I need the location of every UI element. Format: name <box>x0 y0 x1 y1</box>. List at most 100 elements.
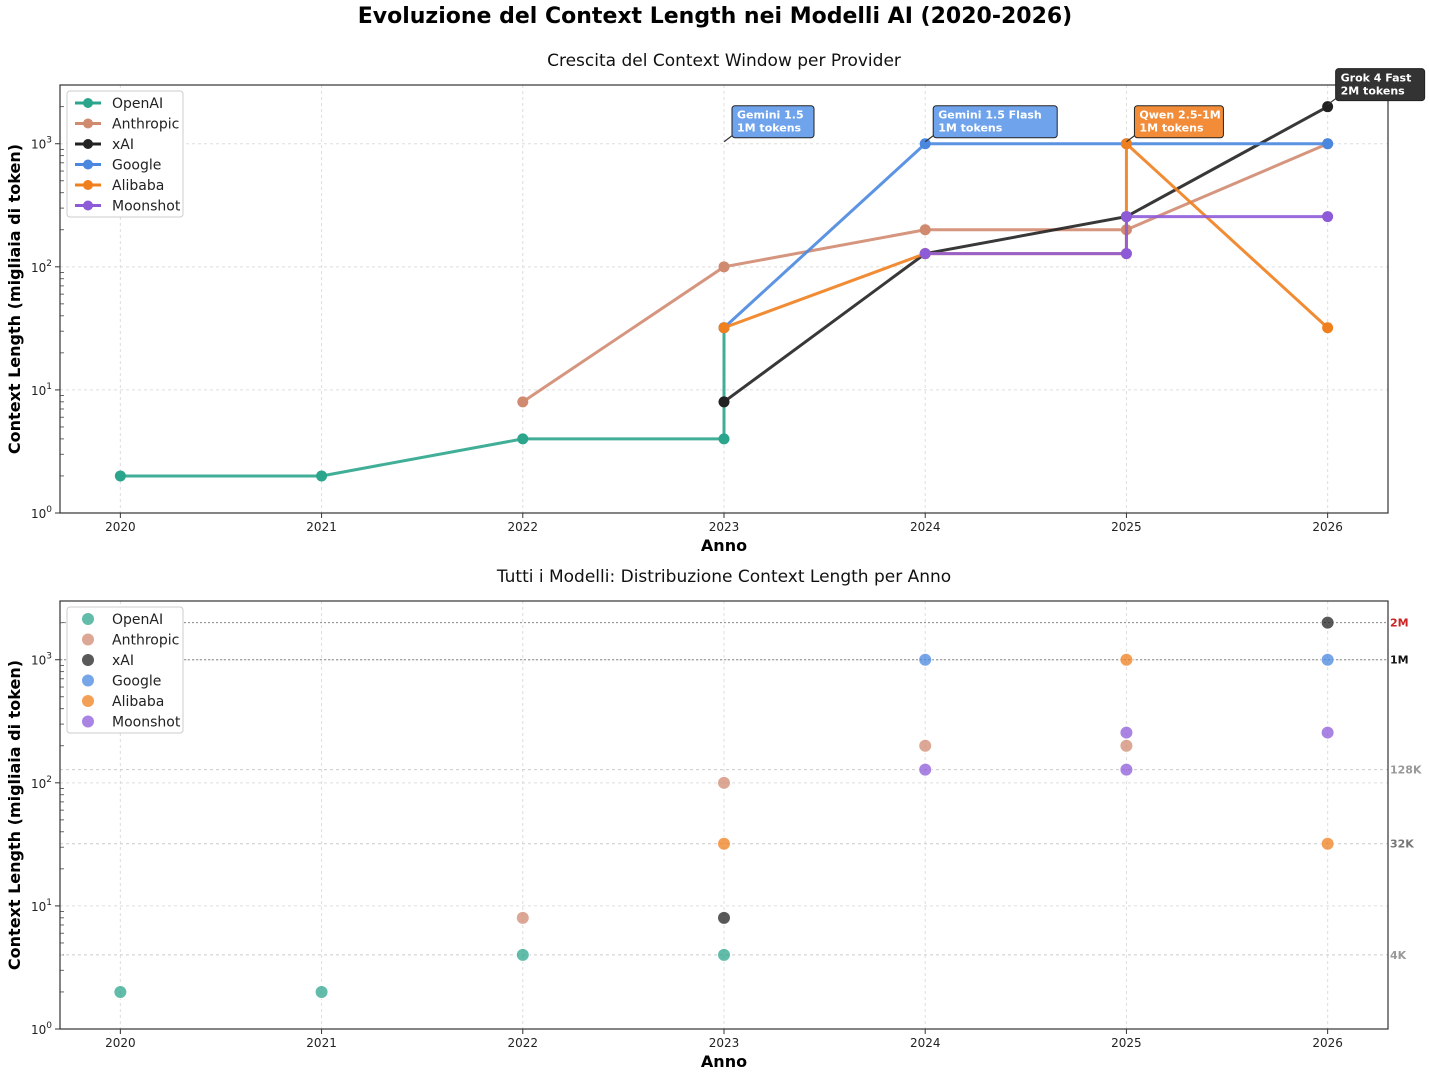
reference-label: 2M <box>1390 617 1409 630</box>
data-point <box>316 470 328 482</box>
annotation-text: Gemini 1.5 Flash <box>938 109 1042 122</box>
legend-label: Moonshot <box>112 199 181 215</box>
series-openai <box>113 947 731 999</box>
x-tick-label: 2025 <box>1111 520 1142 534</box>
legend-label: xAI <box>112 653 134 669</box>
annotation-arrow <box>723 135 733 143</box>
data-point <box>717 775 731 790</box>
legend-item: Moonshot <box>75 199 181 215</box>
legend-swatch-marker <box>83 200 93 211</box>
data-point <box>515 947 530 962</box>
x-tick-label: 2023 <box>709 520 740 534</box>
data-point <box>517 433 529 445</box>
x-tick-label: 2022 <box>508 1036 539 1050</box>
legend-item: Alibaba <box>82 694 164 710</box>
legend-item: xAI <box>75 137 134 153</box>
legend-swatch-marker <box>83 139 93 149</box>
legend-item: OpenAI <box>75 96 163 112</box>
x-axis-title: Anno <box>701 1052 747 1071</box>
data-point <box>1119 725 1134 740</box>
reference-label: 32K <box>1390 838 1414 851</box>
data-point <box>717 910 731 925</box>
data-point <box>1120 248 1132 260</box>
y-axis-title: Context Length (migliaia di token) <box>5 144 24 454</box>
data-point <box>918 652 933 667</box>
legend-swatch-marker <box>82 654 94 666</box>
annotation-box <box>1133 105 1224 139</box>
chart-2: Tutti i Modelli: Distribuzione Context L… <box>5 567 1422 1071</box>
y-axis-title: Context Length (migliaia di token) <box>5 660 24 970</box>
legend-swatch-marker <box>83 180 93 190</box>
plot-frame <box>59 600 1389 1030</box>
legend-item: xAI <box>82 653 134 669</box>
legend-swatch-marker <box>82 695 94 707</box>
data-point <box>515 910 530 925</box>
legend-swatch-marker <box>83 118 93 129</box>
legend-label: OpenAI <box>112 612 163 628</box>
series-line <box>722 142 1328 329</box>
x-tick-label: 2023 <box>709 1036 740 1050</box>
annotation-arrow <box>1126 135 1135 143</box>
data-point <box>113 984 128 999</box>
series-moonshot <box>919 211 1334 260</box>
legend-label: Google <box>112 158 161 174</box>
y-tick-label: 101 <box>31 382 52 398</box>
annotation-arrow <box>924 135 934 143</box>
x-tick-label: 2024 <box>910 1036 941 1050</box>
y-tick-label: 100 <box>31 1021 52 1037</box>
x-tick-label: 2025 <box>1111 1036 1142 1050</box>
annotation-arrow <box>1327 98 1336 106</box>
annotation-text: 1M tokens <box>1139 122 1204 135</box>
series-alibaba <box>717 652 1335 851</box>
legend: OpenAI Anthropic xAI Google Alibaba Moonshot <box>66 606 184 734</box>
series-moonshot <box>918 725 1335 777</box>
series-google <box>918 652 1335 667</box>
x-tick-label: 2024 <box>910 520 941 534</box>
data-point <box>718 396 730 408</box>
data-point <box>1320 836 1335 851</box>
plot-frame <box>59 84 1389 514</box>
chart-title: Crescita del Context Window per Provider <box>547 51 901 71</box>
data-point <box>718 322 730 334</box>
x-tick-label: 2022 <box>508 520 539 534</box>
data-point <box>919 248 931 260</box>
y-tick-label: 102 <box>31 259 52 275</box>
data-point <box>919 224 931 236</box>
series-line <box>120 327 726 478</box>
legend-box <box>66 606 184 734</box>
annotation: Gemini 1.51M tokens <box>723 105 815 143</box>
data-point <box>1320 725 1335 740</box>
y-tick-label: 100 <box>31 505 52 521</box>
reference-label: 4K <box>1390 949 1407 962</box>
y-tick-label: 103 <box>31 136 52 152</box>
data-point <box>517 396 529 408</box>
data-point <box>1320 615 1335 630</box>
data-point <box>1322 211 1334 223</box>
x-tick-label: 2026 <box>1312 520 1343 534</box>
data-point <box>1322 322 1334 334</box>
y-tick-label: 101 <box>31 898 52 914</box>
annotation-text: 2M tokens <box>1341 85 1406 98</box>
series-anthropic <box>515 738 1134 925</box>
chart-1: Crescita del Context Window per Provider… <box>5 51 1426 555</box>
x-tick-label: 2021 <box>306 1036 337 1050</box>
legend-item: Alibaba <box>75 178 164 194</box>
legend-item: Moonshot <box>82 715 181 731</box>
reference-label: 1M <box>1390 654 1409 667</box>
series-line <box>723 105 1329 404</box>
data-point <box>718 433 730 445</box>
main-title: Evoluzione del Context Length nei Modell… <box>357 4 1073 29</box>
y-tick-label: 103 <box>31 652 52 668</box>
data-point <box>1119 762 1134 777</box>
legend-swatch-marker <box>83 159 93 170</box>
y-tick-label: 102 <box>31 775 52 791</box>
series-line <box>925 215 1328 256</box>
annotation-text: 1M tokens <box>737 122 802 135</box>
x-axis-title: Anno <box>701 536 747 555</box>
annotation-text: Grok 4 Fast <box>1341 72 1412 85</box>
data-point <box>918 762 933 777</box>
data-point <box>314 984 329 999</box>
legend: OpenAI Anthropic xAI Google Alibaba Moonshot <box>66 90 184 218</box>
legend-swatch-marker <box>83 98 93 108</box>
